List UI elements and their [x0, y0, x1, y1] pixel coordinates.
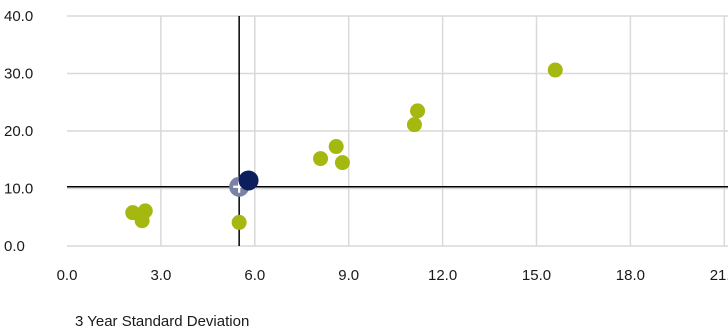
peer-point — [334, 155, 350, 171]
y-tick-label: 30.0 — [4, 66, 33, 83]
y-tick-label: 10.0 — [4, 181, 33, 198]
peer-point — [134, 213, 150, 229]
x-axis-ticks: 0.0 3.0 6.0 9.0 12.0 15.0 18.0 21.0 — [57, 267, 728, 284]
x-tick-label: 18.0 — [616, 267, 645, 284]
peer-point — [313, 151, 329, 167]
x-tick-label: 15.0 — [522, 267, 551, 284]
y-tick-label: 40.0 — [4, 8, 33, 25]
x-tick-label: 12.0 — [428, 267, 457, 284]
reference-lines — [67, 16, 728, 246]
grid — [67, 15, 728, 247]
peer-point — [410, 103, 426, 119]
x-tick-label: 0.0 — [57, 267, 78, 284]
x-tick-label: 6.0 — [244, 267, 265, 284]
peer-point — [406, 117, 422, 133]
peer-point — [328, 139, 344, 155]
peer-point — [231, 214, 247, 230]
x-tick-label: 3.0 — [150, 267, 171, 284]
peer-point — [547, 62, 563, 78]
x-tick-label: 9.0 — [338, 267, 359, 284]
x-tick-label: 21.0 — [710, 267, 728, 284]
y-tick-label: 20.0 — [4, 123, 33, 140]
y-tick-label: 0.0 — [4, 238, 25, 255]
data-points — [125, 62, 563, 230]
fund-point — [238, 170, 259, 191]
x-axis-title: 3 Year Standard Deviation — [75, 313, 249, 330]
y-axis-ticks: 0.0 10.0 20.0 30.0 40.0 — [4, 8, 33, 255]
